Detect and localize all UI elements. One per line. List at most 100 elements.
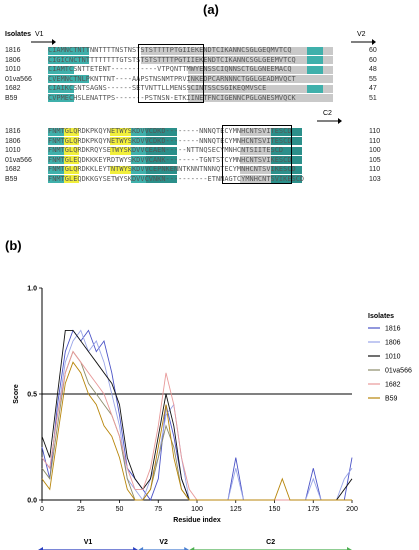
region-v1-tag: V1 [35, 31, 44, 38]
legend-label: 1806 [385, 340, 401, 347]
isolate-name: 1682 [5, 85, 21, 92]
region-v2-arrow [351, 39, 376, 45]
isolate-name: 01va566 [5, 75, 32, 83]
residue-highlight [63, 156, 80, 164]
isolate-name: 1682 [5, 166, 21, 173]
sequence: FNMTGLQRDKKLEYTNTWYSKDVVCEPNKENNTKNNTNNN… [48, 165, 296, 173]
panel-b-label: (b) [5, 238, 22, 253]
region-label: C2 [266, 539, 275, 546]
residue-highlight [63, 127, 80, 136]
series-line-01va566 [41, 350, 352, 501]
y-tick-label: 0.0 [27, 498, 37, 505]
sequence: FNMTGLQRDKRQYSETWYSKDVVCEAEN-----NTTNQSE… [48, 146, 284, 154]
residue-highlight [130, 137, 147, 145]
region-arrow-left [38, 547, 43, 550]
residue-highlight [63, 175, 80, 183]
residue-highlight [48, 156, 64, 164]
x-tick-label: 175 [307, 506, 319, 513]
legend-label: B59 [385, 396, 398, 403]
residue-highlight [187, 65, 297, 74]
residue-highlight [270, 137, 302, 145]
series-line-1806 [41, 329, 353, 501]
residue-highlight [141, 46, 188, 55]
sequence: FNMTGLEQDKKGYSETWYSKDVVCVNKN----------ET… [48, 174, 305, 183]
x-tick-label: 75 [154, 506, 162, 513]
alignment-block-1: 1816 CIAMNCTNTTNNTTTTNSTNSTSTSTTTTPTGIIEK… [0, 46, 419, 106]
residue-highlight [239, 127, 271, 136]
legend-label: 1816 [385, 326, 401, 333]
residue-count: 60 [369, 56, 377, 64]
residue-highlight [48, 175, 64, 183]
residue-highlight [48, 137, 64, 145]
sequence: CIAMTCSNTTETENT-----------VTPQNTTMWYENSS… [48, 65, 292, 73]
residue-highlight [130, 127, 147, 136]
residue-highlight [307, 46, 323, 55]
isolate-name: 1010 [5, 147, 21, 154]
residue-highlight [141, 56, 188, 64]
y-axis-label: Score [13, 384, 20, 404]
isolate-name: B59 [5, 175, 18, 183]
residue-highlight [307, 84, 323, 93]
sequence: FNMTGLQRDKPKQYNETWYSKDVVCDKD--------NNNQ… [48, 127, 292, 135]
residue-highlight [73, 46, 90, 55]
residue-count: 110 [369, 166, 381, 173]
region-v1-arrow [31, 39, 56, 45]
highlight-box-block2 [222, 125, 292, 184]
residue-highlight [48, 84, 74, 93]
residue-count: 110 [369, 137, 381, 145]
x-axis-label: Residue index [173, 517, 221, 524]
residue-count: 105 [369, 156, 381, 164]
residue-highlight [187, 75, 297, 83]
residue-count: 60 [369, 47, 377, 54]
residue-highlight [239, 165, 271, 174]
residue-count: 47 [369, 85, 377, 92]
residue-highlight [110, 165, 131, 174]
isolate-name: 01va566 [5, 156, 32, 164]
sequence: CIAMNCTNTTNNTTTTNSTNSTSTSTTTTPTGIIEKENDT… [48, 46, 292, 54]
residue-highlight [48, 146, 64, 155]
residue-highlight [187, 84, 297, 93]
region-arrow-right [133, 547, 139, 550]
residue-highlight [296, 94, 333, 102]
residue-highlight [146, 137, 178, 145]
x-tick-label: 200 [346, 506, 358, 513]
x-tick-label: 150 [269, 506, 281, 513]
y-tick-label: 0.5 [27, 392, 37, 399]
residue-highlight [48, 75, 74, 83]
x-tick-label: 0 [40, 506, 44, 513]
sequence: CVPMECHSLENATTPS-------PSTNSN-ETKIINETFN… [48, 93, 296, 102]
alignment-block-2: 1816 FNMTGLQRDKPKQYNETWYSKDVVCDKD--------… [0, 127, 419, 187]
residue-highlight [48, 46, 74, 55]
residue-highlight [187, 94, 297, 102]
region-v2-tag: V2 [357, 31, 366, 38]
residue-highlight [130, 165, 147, 174]
region-arrow-left [189, 547, 195, 550]
sequence: CIGICNCTNTTTTTTTTGTSTSTSTSTTTTPGTIIEKEND… [48, 55, 296, 64]
legend-label: 1010 [385, 354, 401, 361]
residue-count: 51 [369, 94, 377, 102]
residue-count: 100 [369, 147, 381, 154]
residue-highlight [146, 165, 178, 174]
residue-highlight [48, 127, 64, 136]
y-tick-label: 1.0 [27, 286, 37, 293]
region-arrow-right [184, 547, 190, 550]
legend-label: 01va566 [385, 368, 412, 375]
residue-highlight [130, 175, 147, 183]
residue-highlight [270, 127, 302, 136]
isolates-title: Isolates [5, 31, 32, 38]
residue-highlight [270, 175, 302, 183]
residue-count: 55 [369, 75, 377, 83]
residue-highlight [270, 146, 302, 155]
panel-a-label: (a) [203, 2, 219, 17]
highlight-box-block1 [138, 44, 204, 103]
residue-highlight [130, 146, 147, 155]
residue-highlight [239, 146, 271, 155]
residue-highlight [110, 146, 131, 155]
legend-label: 1682 [385, 382, 401, 389]
residue-count: 48 [369, 66, 377, 73]
residue-highlight [239, 175, 271, 183]
isolate-name: 1816 [5, 128, 21, 135]
region-arrow-left [138, 547, 144, 550]
isolate-name: 1816 [5, 47, 21, 54]
region-c2-tag: C2 [323, 110, 332, 117]
